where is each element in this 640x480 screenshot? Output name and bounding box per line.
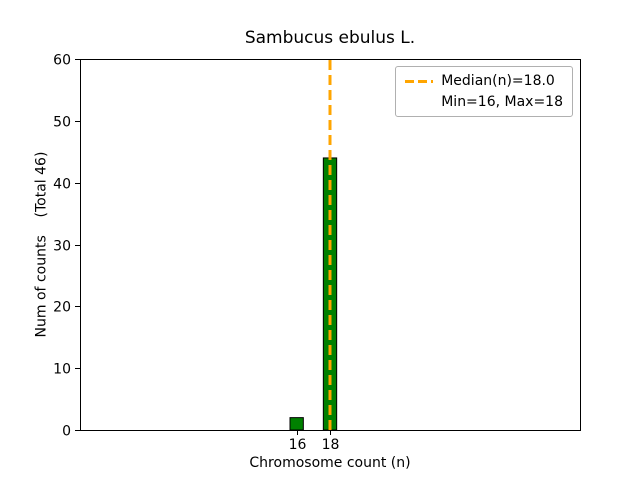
y-tick-label: 20 (53, 300, 71, 316)
y-tick-label: 40 (53, 177, 71, 193)
y-tick-label: 10 (53, 362, 71, 378)
y-axis-label: Num of counts (Total 46) (33, 151, 50, 338)
y-tick-label: 60 (53, 53, 71, 69)
legend-median-label: Median(n)=18.0 (441, 73, 555, 89)
x-tick-label: 16 (289, 437, 307, 453)
y-tick-label: 50 (53, 115, 71, 131)
legend-row-median: Median(n)=18.0 (405, 73, 563, 89)
legend-minmax-label: Min=16, Max=18 (441, 94, 563, 110)
bar (289, 417, 304, 431)
y-tick-label: 0 (62, 424, 71, 440)
legend-row-minmax: Min=16, Max=18 (405, 94, 563, 110)
x-tick-label: 18 (322, 437, 340, 453)
y-tick-label: 30 (53, 239, 71, 255)
median-line-legend-swatch (405, 79, 434, 83)
x-axis-label: Chromosome count (n) (249, 455, 411, 471)
legend-spacer (405, 101, 433, 104)
legend: Median(n)=18.0 Min=16, Max=18 (395, 66, 573, 117)
chart-title: Sambucus ebulus L. (244, 28, 416, 48)
